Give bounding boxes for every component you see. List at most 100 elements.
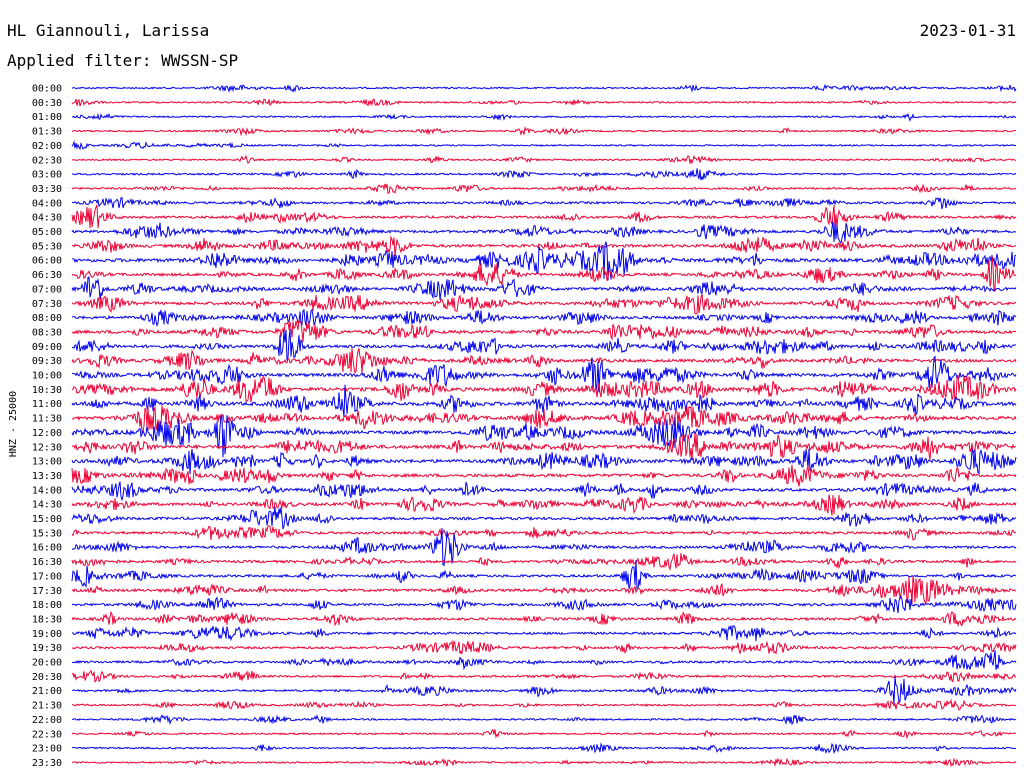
trace-row	[71, 729, 1017, 740]
trace-row	[71, 98, 1017, 107]
time-tick-label: 13:00	[32, 457, 62, 468]
time-tick-label: 15:30	[32, 528, 62, 539]
time-tick-label: 01:00	[32, 112, 62, 123]
date-label: 2023-01-31	[920, 21, 1016, 40]
time-tick-label: 14:00	[32, 485, 62, 496]
trace-row	[71, 308, 1017, 328]
time-tick-label: 10:30	[32, 385, 62, 396]
trace-row	[71, 553, 1017, 572]
time-tick-label: 23:30	[32, 758, 62, 769]
trace-row	[71, 83, 1017, 94]
filter-label: Applied filter: WWSSN-SP	[7, 51, 238, 70]
time-tick-label: 18:00	[32, 600, 62, 611]
time-tick-label: 12:00	[32, 428, 62, 439]
time-tick-label: 17:30	[32, 586, 62, 597]
time-tick-label: 12:30	[32, 442, 62, 453]
seismic-traces	[71, 83, 1017, 768]
time-tick-label: 21:30	[32, 701, 62, 712]
trace-row	[71, 112, 1017, 122]
trace-row	[71, 560, 1017, 590]
time-tick-label: 06:00	[32, 256, 62, 267]
time-tick-label: 16:30	[32, 557, 62, 568]
trace-row	[71, 432, 1017, 461]
trace-row	[71, 676, 1017, 704]
trace-row	[71, 348, 1017, 374]
time-tick-label: 08:00	[32, 313, 62, 324]
trace-row	[71, 650, 1017, 671]
time-tick-label: 22:00	[32, 715, 62, 726]
time-tick-label: 17:00	[32, 571, 62, 582]
trace-row	[71, 293, 1017, 315]
time-tick-labels: 00:00 00:30 01:00 01:30 02:00 02:30 03:00 03:30…	[32, 84, 62, 769]
trace-row	[71, 405, 1017, 434]
trace-row	[71, 183, 1017, 194]
time-tick-label: 18:30	[32, 614, 62, 625]
trace-row	[71, 610, 1017, 628]
time-tick-label: 01:30	[32, 127, 62, 138]
time-tick-label: 09:30	[32, 356, 62, 367]
trace-row	[71, 197, 1017, 210]
time-tick-label: 03:30	[32, 184, 62, 195]
y-axis-label: HNZ - 25000	[8, 391, 19, 457]
trace-row	[71, 528, 1017, 567]
trace-row	[71, 125, 1017, 137]
time-tick-label: 07:30	[32, 299, 62, 310]
time-tick-label: 20:00	[32, 658, 62, 669]
time-tick-label: 23:00	[32, 744, 62, 755]
time-tick-label: 16:00	[32, 543, 62, 554]
trace-row	[71, 481, 1017, 501]
time-tick-label: 20:30	[32, 672, 62, 683]
trace-row	[71, 168, 1017, 181]
trace-row	[71, 374, 1017, 404]
trace-row	[71, 742, 1017, 755]
time-tick-label: 00:30	[32, 98, 62, 109]
time-tick-label: 02:30	[32, 155, 62, 166]
trace-row	[71, 319, 1017, 343]
time-tick-label: 15:00	[32, 514, 62, 525]
trace-row	[71, 276, 1017, 300]
trace-row	[71, 384, 1017, 417]
trace-row	[71, 525, 1017, 541]
time-tick-label: 22:30	[32, 729, 62, 740]
time-tick-label: 04:00	[32, 198, 62, 209]
trace-row	[71, 447, 1017, 475]
trace-row	[71, 757, 1017, 768]
trace-row	[71, 204, 1017, 229]
trace-row	[71, 414, 1017, 458]
trace-row	[71, 625, 1017, 642]
time-tick-label: 06:30	[32, 270, 62, 281]
trace-row	[71, 494, 1017, 516]
time-tick-label: 08:30	[32, 327, 62, 338]
station-title: HL Giannouli, Larissa	[7, 21, 209, 40]
time-tick-label: 04:30	[32, 213, 62, 224]
time-tick-label: 10:00	[32, 371, 62, 382]
time-tick-label: 11:00	[32, 399, 62, 410]
trace-row	[72, 328, 1016, 361]
time-tick-label: 05:30	[32, 241, 62, 252]
time-tick-label: 00:00	[32, 84, 62, 95]
time-tick-label: 19:00	[32, 629, 62, 640]
trace-row	[71, 154, 1016, 165]
time-tick-label: 21:00	[32, 686, 62, 697]
trace-row	[71, 355, 1017, 393]
trace-row	[71, 698, 1017, 711]
trace-row	[71, 255, 1017, 292]
trace-row	[71, 639, 1017, 655]
trace-row	[71, 595, 1017, 614]
time-tick-label: 13:30	[32, 471, 62, 482]
trace-row	[71, 464, 1017, 487]
time-tick-label: 09:00	[32, 342, 62, 353]
trace-row	[71, 241, 1017, 281]
trace-row	[71, 221, 1017, 245]
time-tick-label: 05:00	[32, 227, 62, 238]
trace-row	[71, 714, 1017, 726]
trace-row	[71, 669, 1017, 683]
time-tick-label: 14:30	[32, 500, 62, 511]
time-tick-label: 07:00	[32, 284, 62, 295]
trace-row	[71, 235, 1017, 256]
time-tick-label: 03:00	[32, 170, 62, 181]
time-tick-label: 11:30	[32, 414, 62, 425]
trace-row	[71, 576, 1017, 605]
time-tick-label: 19:30	[32, 643, 62, 654]
